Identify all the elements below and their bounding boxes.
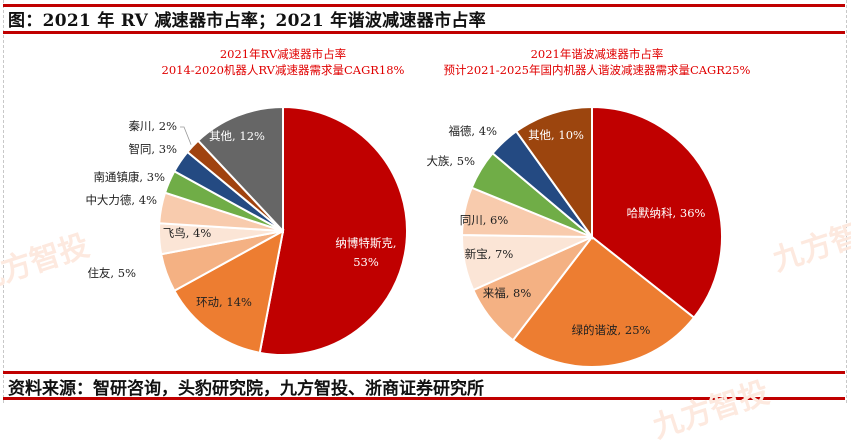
slice-label: 来福, 8% xyxy=(483,286,532,300)
slice-label: 大族, 5% xyxy=(426,154,475,168)
slice-label: 纳博特斯克, 53% xyxy=(335,236,396,269)
frame-right-border xyxy=(846,0,847,403)
slice-label: 绿的谐波, 25% xyxy=(572,323,651,337)
source-note: 资料来源：智研咨询，头豹研究院，九方智投、浙商证券研究所 xyxy=(8,379,484,399)
slice-label: 新宝, 7% xyxy=(465,247,514,261)
slice-label: 环动, 14% xyxy=(196,295,252,309)
pie-slice-哈默纳科 xyxy=(591,105,723,320)
figure-title: 图：2021 年 RV 减速器市占率；2021 年谐波减速器市占率 xyxy=(8,11,486,31)
leader-line xyxy=(180,126,192,145)
slice-label: 其他, 12% xyxy=(209,129,265,143)
right-chart-header: 2021年谐波减速器市占率 预计2021-2025年国内机器人谐波减速器需求量C… xyxy=(432,46,762,78)
source-top-rule xyxy=(3,371,845,374)
slice-label: 秦川, 2% xyxy=(128,119,177,133)
slice-label: 住友, 5% xyxy=(87,266,136,280)
pie-slice-其他 xyxy=(514,105,593,241)
title-top-rule xyxy=(3,4,845,7)
source-bottom-rule xyxy=(3,397,845,400)
slice-label: 福德, 4% xyxy=(448,124,497,138)
slice-label: 智同, 3% xyxy=(128,142,177,156)
slice-label: 哈默纳科, 36% xyxy=(627,206,706,220)
slice-label: 飞鸟, 4% xyxy=(163,226,212,240)
right-chart-title: 2021年谐波减速器市占率 xyxy=(530,47,664,61)
left-chart-title: 2021年RV减速器市占率 xyxy=(219,47,347,61)
slice-label: 同川, 6% xyxy=(460,213,509,227)
slice-label: 南通镇康, 3% xyxy=(93,170,165,184)
frame-left-border xyxy=(3,0,4,403)
pie-slice-其他 xyxy=(196,105,284,234)
right-chart-subtitle: 预计2021-2025年国内机器人谐波减速器需求量CAGR25% xyxy=(443,63,751,77)
title-bottom-rule xyxy=(3,31,845,34)
pie-charts: 纳博特斯克, 53% 环动, 14% 住友, 5% 飞鸟, 4% 中大力德, 4% 南通镇康… xyxy=(85,105,723,368)
harmonic-reducer-pie: 哈默纳科, 36% 绿的谐波, 25% 来福, 8% 新宝, 7% 同川, 6% 大族, … xyxy=(426,105,723,368)
slice-label: 中大力德, 4% xyxy=(85,193,157,207)
left-chart-header: 2021年RV减速器市占率 2014-2020机器人RV减速器需求量CAGR18… xyxy=(133,46,433,78)
pie-slice-纳博特斯克 xyxy=(258,105,408,356)
slice-label: 其他, 10% xyxy=(528,128,584,142)
pie-slice-绿的谐波 xyxy=(511,235,696,368)
pie-slice-环动 xyxy=(172,229,285,354)
rv-reducer-pie: 纳博特斯克, 53% 环动, 14% 住友, 5% 飞鸟, 4% 中大力德, 4% 南通镇康… xyxy=(85,105,408,356)
left-chart-subtitle: 2014-2020机器人RV减速器需求量CAGR18% xyxy=(161,63,405,77)
